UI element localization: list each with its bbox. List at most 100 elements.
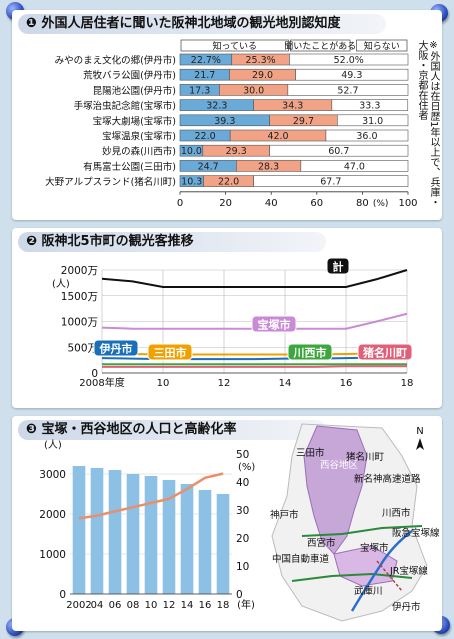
bar-segment — [325, 129, 409, 142]
y-unit-right: (%) — [238, 462, 255, 473]
visitors-title: ❷ 阪神北5市町の観光客推移 — [18, 232, 326, 252]
category-label: 宝塚大劇場(宝塚市) — [93, 115, 176, 127]
north-arrow-icon — [416, 438, 424, 450]
y-tick-label-right: 40 — [236, 477, 249, 489]
legend-label: 知らない — [364, 40, 400, 52]
y-tick-label-right: 50 — [236, 449, 249, 461]
y-tick-label-left: 2000 — [39, 509, 66, 521]
x-tick-label: 06 — [109, 600, 122, 611]
x-tick-label: 16 — [340, 378, 353, 389]
hankyu-line — [376, 560, 403, 592]
map-label: 中国自動車道 — [272, 553, 330, 565]
awareness-title: ❶ 外国人居住者に聞いた阪神北地域の観光地別認知度 — [18, 14, 386, 34]
map-label: 阪急宝塚線 — [392, 527, 440, 539]
data-label: 31.0 — [362, 116, 383, 127]
visitors-chart: 0 500万 1000万 1500万 2000万(人) 2008年度 10 12 14 16 18 計… — [52, 257, 413, 389]
x-tick-label: 04 — [91, 600, 104, 611]
data-label: 32.3 — [206, 101, 227, 112]
map-label: 宝塚市 — [360, 542, 389, 554]
population-bar — [162, 480, 176, 594]
series-name-label: 川西市 — [293, 346, 327, 360]
y-tick-label: 500万 — [67, 342, 98, 354]
map-label: 三田市 — [296, 447, 325, 459]
population-panel: ❸ 宝塚・西谷地区の人口と高齢化率 0 1000 2000 3000 0 10 20 30 40… — [12, 416, 442, 631]
population-bar — [72, 466, 86, 594]
data-label: 33.3 — [359, 101, 380, 112]
y-unit-left: (人) — [44, 439, 62, 451]
aging-rate-line — [78, 472, 224, 520]
series-badge — [93, 339, 139, 357]
y-tick-label: 1000万 — [61, 317, 98, 329]
y-unit-label: (人) — [52, 278, 70, 290]
data-label: 30.0 — [243, 85, 264, 96]
population-bar — [216, 494, 230, 594]
x-tick-label: 40 — [265, 198, 278, 209]
data-label: 10.3 — [181, 177, 202, 188]
map-label: 西宮市 — [307, 537, 336, 549]
visitors-panel: ❷ 阪神北5市町の観光客推移 0 500万 1000万 1500万 2000万 (人) 20… — [12, 228, 442, 408]
data-label: 47.0 — [344, 161, 365, 172]
data-label: 52.7 — [337, 85, 358, 96]
x-tick-label: 14 — [181, 600, 194, 611]
series-name-label: 計 — [333, 260, 344, 274]
data-label: 22.0 — [195, 131, 216, 142]
x-tick-label: 10 — [157, 378, 170, 389]
data-label: 29.3 — [226, 146, 247, 157]
category-label: 宝塚温泉(宝塚市) — [102, 131, 176, 143]
data-label: 17.3 — [189, 85, 210, 96]
population-title: ❸ 宝塚・西谷地区の人口と高齢化率 — [18, 420, 326, 440]
legend-box — [356, 39, 408, 52]
x-tick-label: 2002 — [66, 600, 91, 611]
population-bar — [126, 474, 140, 594]
x-tick-label: 16 — [199, 600, 212, 611]
series-line — [101, 269, 408, 288]
y-tick-label-right: 20 — [236, 533, 249, 545]
data-label: 22.0 — [218, 177, 239, 188]
x-tick-label: 20 — [219, 198, 232, 209]
map-label: 武庫川 — [354, 585, 383, 597]
y-tick-label-right: 0 — [236, 589, 243, 601]
x-tick-label: 2008年度 — [79, 376, 124, 389]
data-label: 28.3 — [258, 161, 279, 172]
y-tick-label: 1500万 — [61, 291, 98, 303]
data-label: 39.3 — [214, 116, 235, 127]
map-label: 神戸市 — [270, 509, 299, 521]
respondent-note: ※外国人は在日歴1年以上で、兵庫・大阪・京都在住者 — [416, 40, 439, 208]
series-name-label: 伊丹市 — [99, 342, 133, 356]
data-label: 10.0 — [181, 146, 202, 157]
map-label: 西谷地区 — [320, 459, 359, 471]
x-tick-label: 80 — [356, 198, 369, 209]
map-label: 新名神高速道路 — [354, 473, 421, 485]
awareness-panel: ❶ 外国人居住者に聞いた阪神北地域の観光地別認知度 ※外国人は在日歴1年以上で、… — [12, 10, 442, 220]
category-label: 荒牧バラ公園(伊丹市) — [83, 70, 176, 82]
bar-segment — [289, 53, 409, 66]
x-unit-label: (年) — [237, 598, 255, 611]
category-label: 妙見の森(川西市) — [102, 146, 176, 158]
bar-segment — [300, 160, 409, 172]
data-label: 34.3 — [282, 101, 303, 112]
y-tick-label-right: 30 — [236, 505, 249, 517]
data-label: 67.7 — [320, 177, 341, 188]
category-label: 大野アルプスランド(猪名川町) — [45, 176, 176, 188]
x-tick-label: 14 — [279, 378, 292, 389]
series-badge — [326, 257, 350, 275]
population-bar — [180, 484, 194, 594]
bar-segment — [295, 68, 409, 81]
chugoku-road — [291, 572, 413, 582]
x-tick-label: 12 — [163, 600, 176, 611]
population-bar — [144, 476, 158, 594]
x-unit-label: (%) — [373, 199, 389, 209]
legend-box — [290, 39, 351, 52]
north-label: N — [416, 426, 423, 437]
x-tick-label: 60 — [310, 198, 323, 209]
x-tick-label: 12 — [218, 378, 231, 389]
bar-segment — [269, 144, 409, 157]
data-label: 25.3% — [246, 55, 276, 66]
series-name-label: 宝塚市 — [258, 318, 291, 332]
muko-river — [350, 530, 413, 612]
data-label: 29.0 — [252, 70, 273, 81]
x-tick-label: 18 — [217, 600, 230, 611]
category-label: 手塚治虫記念館(宝塚市) — [74, 100, 176, 112]
x-tick-label: 100 — [398, 198, 417, 209]
